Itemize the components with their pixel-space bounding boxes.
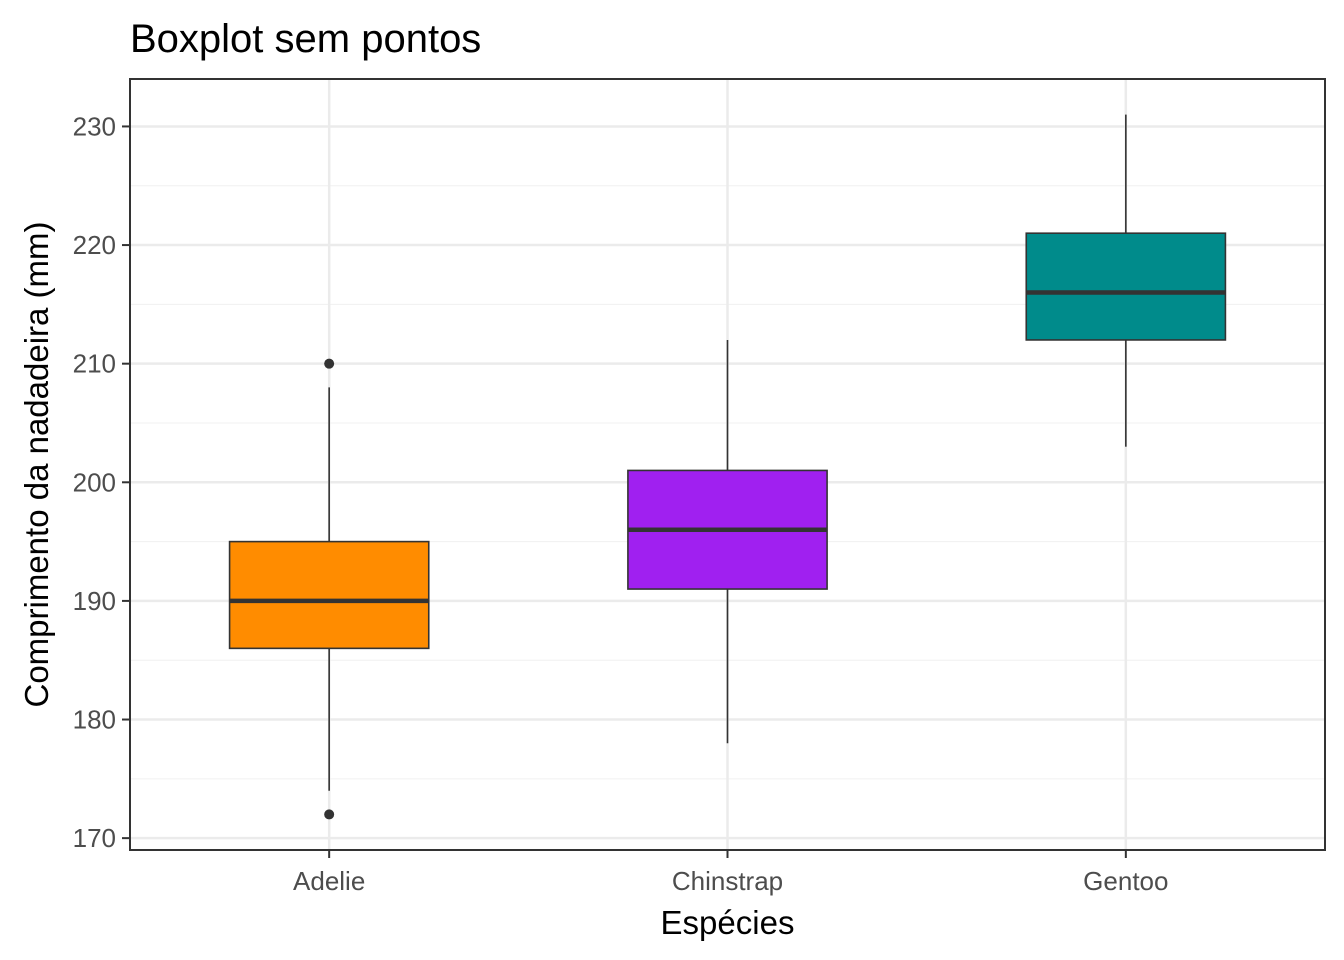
y-tick-label: 220 [73,230,116,260]
box-iqr [228,540,430,650]
box-adelie [228,358,430,820]
y-tick-label: 200 [73,467,116,497]
x-tick-label: Gentoo [1083,866,1168,896]
y-tick-label: 180 [73,705,116,735]
y-tick-label: 210 [73,349,116,379]
box-chinstrap [627,339,828,744]
outlier-point [324,809,335,820]
outlier-point [324,358,335,369]
box-iqr [1025,232,1227,341]
chart-title: Boxplot sem pontos [130,17,481,61]
box-gentoo [1025,114,1227,447]
box-series [228,114,1227,820]
axes: 170 180 190 200 210 220 230 Adelie Chinstrap Gent… [73,111,1169,896]
y-axis-title: Comprimento da nadadeira (mm) [18,221,55,707]
y-tick-label: 230 [73,111,116,141]
y-tick-label: 170 [73,823,116,853]
x-tick-label: Adelie [293,866,365,896]
x-tick-label: Chinstrap [672,866,783,896]
x-axis-title: Espécies [661,904,795,941]
y-tick-label: 190 [73,586,116,616]
